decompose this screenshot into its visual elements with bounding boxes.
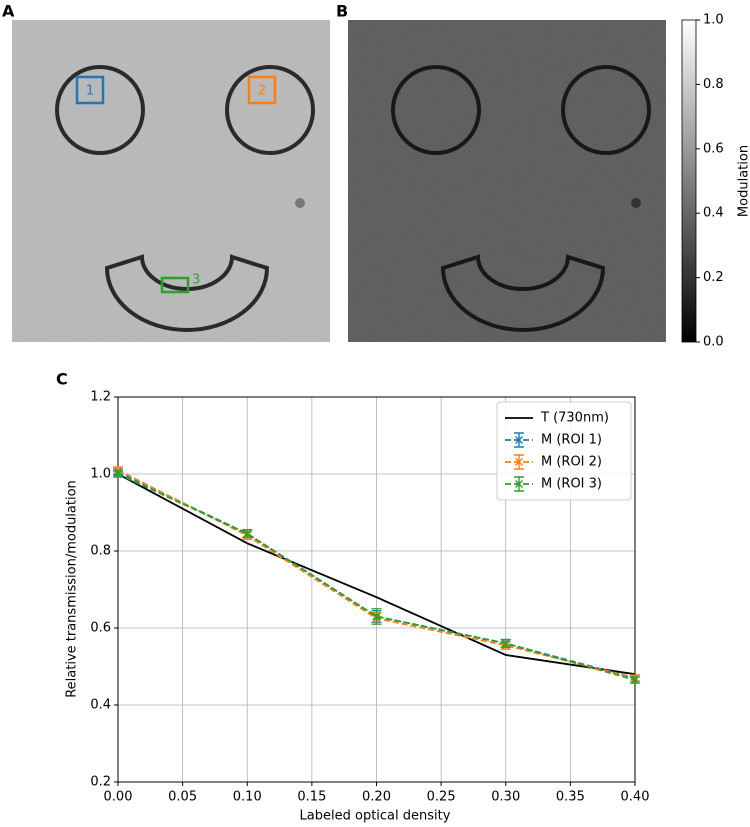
marker — [243, 529, 252, 538]
legend-label: M (ROI 2) — [541, 455, 602, 470]
colorbar-tick-label: 0.4 — [703, 206, 724, 221]
panel-label: B — [336, 2, 348, 21]
colorbar-tick-label: 1.0 — [703, 13, 724, 28]
series-line — [117, 473, 636, 676]
panel-label: C — [56, 370, 68, 389]
marker — [501, 639, 510, 648]
image-b — [348, 20, 666, 342]
colorbar-tick-label: 0.2 — [703, 270, 724, 285]
x-tick-label: 0.15 — [297, 790, 326, 805]
x-tick-label: 0.40 — [621, 790, 650, 805]
legend-label: M (ROI 1) — [541, 433, 602, 448]
x-axis-label: Labeled optical density — [300, 809, 451, 824]
colorbar — [681, 19, 697, 343]
x-tick-label: 0.30 — [491, 790, 520, 805]
image-a: 1 2 3 — [12, 20, 330, 342]
roi-label: 3 — [192, 273, 200, 288]
legend-marker — [514, 432, 524, 448]
y-tick-label: 0.6 — [90, 621, 111, 636]
legend-marker — [514, 476, 524, 492]
marker — [372, 612, 381, 621]
panel-label: A — [2, 2, 15, 21]
y-tick-label: 0.8 — [90, 544, 111, 559]
y-tick-label: 1.2 — [90, 390, 111, 405]
legend-label: T (730nm) — [540, 411, 609, 426]
legend-box — [496, 401, 632, 501]
roi-box — [247, 75, 277, 105]
colorbar-tick-label: 0.8 — [703, 77, 724, 92]
colorbar-label: Modulation — [737, 145, 750, 217]
legend-marker — [514, 454, 524, 470]
x-tick-label: 0.35 — [556, 790, 585, 805]
x-tick-label: 0.10 — [233, 790, 262, 805]
y-axis-label: Relative transmission/modulation — [65, 480, 80, 698]
x-tick-label: 0.20 — [362, 790, 391, 805]
colorbar-tick-label: 0.0 — [703, 335, 724, 350]
roi-label: 2 — [258, 84, 266, 99]
roi-label: 1 — [86, 84, 94, 99]
roi-box — [160, 276, 190, 294]
x-tick-label: 0.25 — [427, 790, 456, 805]
roi-box — [75, 75, 105, 105]
x-tick-label: 0.05 — [168, 790, 197, 805]
legend-label: M (ROI 3) — [541, 477, 602, 492]
y-tick-label: 0.2 — [90, 775, 111, 790]
x-tick-label: 0.00 — [104, 790, 133, 805]
marker — [113, 469, 123, 479]
y-tick-label: 1.0 — [90, 467, 111, 482]
series-line — [117, 473, 636, 681]
y-tick-label: 0.4 — [90, 698, 111, 713]
colorbar-tick-label: 0.6 — [703, 141, 724, 156]
marker — [630, 675, 640, 685]
